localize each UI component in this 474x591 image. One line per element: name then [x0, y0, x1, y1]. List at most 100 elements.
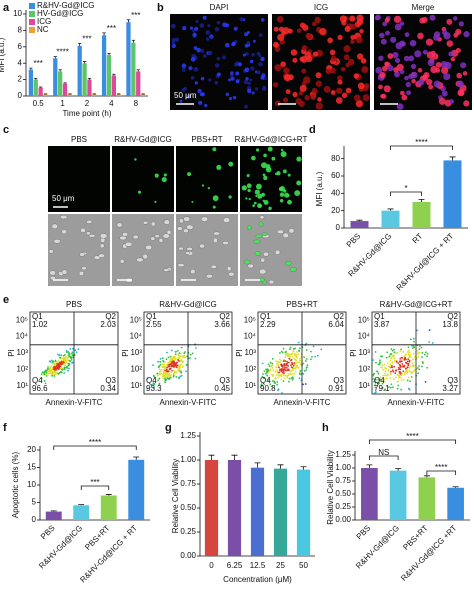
x-tick-label: 1	[60, 99, 65, 108]
event	[282, 366, 284, 368]
quadrant-label: Q1	[374, 312, 385, 321]
cell	[356, 53, 364, 60]
event	[280, 370, 283, 373]
event	[62, 354, 65, 357]
quadrant-value: 2.29	[260, 320, 276, 329]
event	[397, 366, 400, 369]
cell	[411, 78, 416, 84]
event	[384, 388, 387, 391]
event	[297, 367, 300, 369]
cell	[273, 82, 279, 88]
cell	[226, 266, 232, 272]
event	[389, 363, 392, 366]
y-tick-label: 0.00	[180, 551, 196, 560]
cell	[142, 220, 148, 225]
event	[50, 359, 53, 362]
event	[276, 369, 279, 372]
event	[302, 362, 305, 365]
event	[164, 365, 167, 367]
event	[152, 364, 154, 367]
cell	[174, 37, 180, 42]
event	[153, 387, 155, 389]
cell	[381, 93, 387, 99]
event	[396, 352, 399, 354]
event	[385, 356, 388, 359]
y-axis-label: Relative Cell Viability	[171, 459, 180, 534]
event	[379, 376, 382, 379]
event	[266, 370, 269, 373]
cell	[462, 71, 468, 76]
cell	[314, 16, 321, 24]
cell	[429, 14, 436, 21]
event	[421, 352, 424, 354]
event	[146, 377, 149, 380]
cell	[343, 45, 351, 53]
cell	[171, 43, 176, 49]
event	[385, 367, 388, 370]
error-bar	[449, 156, 456, 161]
cell	[48, 249, 54, 254]
event	[174, 362, 177, 365]
bar	[296, 469, 311, 556]
event	[165, 364, 168, 366]
event	[288, 348, 291, 351]
cell	[166, 230, 172, 235]
event	[422, 362, 424, 365]
cell	[417, 78, 425, 86]
x-tick-label: PBS	[39, 524, 57, 542]
event	[279, 374, 281, 377]
event	[70, 358, 73, 361]
event	[178, 377, 181, 379]
event	[271, 362, 274, 365]
event	[394, 372, 397, 375]
event	[275, 366, 278, 368]
y-tick-label: 10³	[16, 348, 28, 357]
event	[299, 347, 301, 350]
event	[418, 365, 420, 367]
event	[74, 349, 77, 352]
event	[271, 366, 274, 369]
event	[409, 365, 412, 367]
cell	[249, 78, 253, 82]
error-bar	[102, 32, 106, 36]
event	[302, 373, 305, 375]
panel-letter: b	[157, 2, 164, 14]
event	[263, 377, 265, 380]
event	[68, 359, 71, 362]
event	[279, 351, 281, 354]
event	[56, 364, 59, 367]
cell	[207, 24, 211, 28]
event	[379, 359, 381, 362]
cell	[256, 70, 261, 75]
bar	[412, 202, 431, 228]
event	[46, 374, 49, 377]
event	[266, 374, 269, 377]
event	[171, 358, 174, 360]
event	[401, 372, 404, 375]
event	[152, 383, 155, 386]
cell	[446, 40, 454, 47]
cell	[457, 80, 464, 88]
event	[164, 376, 167, 378]
y-tick-label: 10	[13, 9, 22, 18]
error-bar	[356, 219, 363, 222]
cell	[254, 251, 262, 256]
event	[388, 366, 391, 368]
cell	[163, 268, 170, 272]
event	[428, 329, 431, 332]
event	[64, 364, 67, 367]
event	[177, 349, 179, 352]
event	[287, 368, 290, 371]
event	[404, 358, 407, 361]
cell	[243, 259, 251, 265]
cell	[255, 183, 262, 190]
cell	[319, 28, 327, 36]
y-axis-label: MFI (a.u.)	[315, 171, 324, 206]
quadrant-label: Q3	[219, 376, 230, 385]
event	[62, 363, 65, 366]
event	[284, 360, 287, 362]
event	[175, 366, 178, 369]
event	[399, 350, 402, 352]
event	[164, 379, 167, 382]
event	[297, 353, 300, 356]
